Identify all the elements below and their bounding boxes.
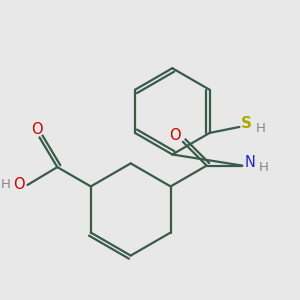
Text: O: O bbox=[31, 122, 42, 137]
Text: S: S bbox=[240, 116, 251, 131]
Text: H: H bbox=[255, 122, 265, 135]
Text: N: N bbox=[244, 155, 255, 170]
Text: H: H bbox=[1, 178, 11, 191]
Text: H: H bbox=[259, 161, 269, 175]
Text: O: O bbox=[13, 177, 24, 192]
Text: O: O bbox=[169, 128, 181, 143]
